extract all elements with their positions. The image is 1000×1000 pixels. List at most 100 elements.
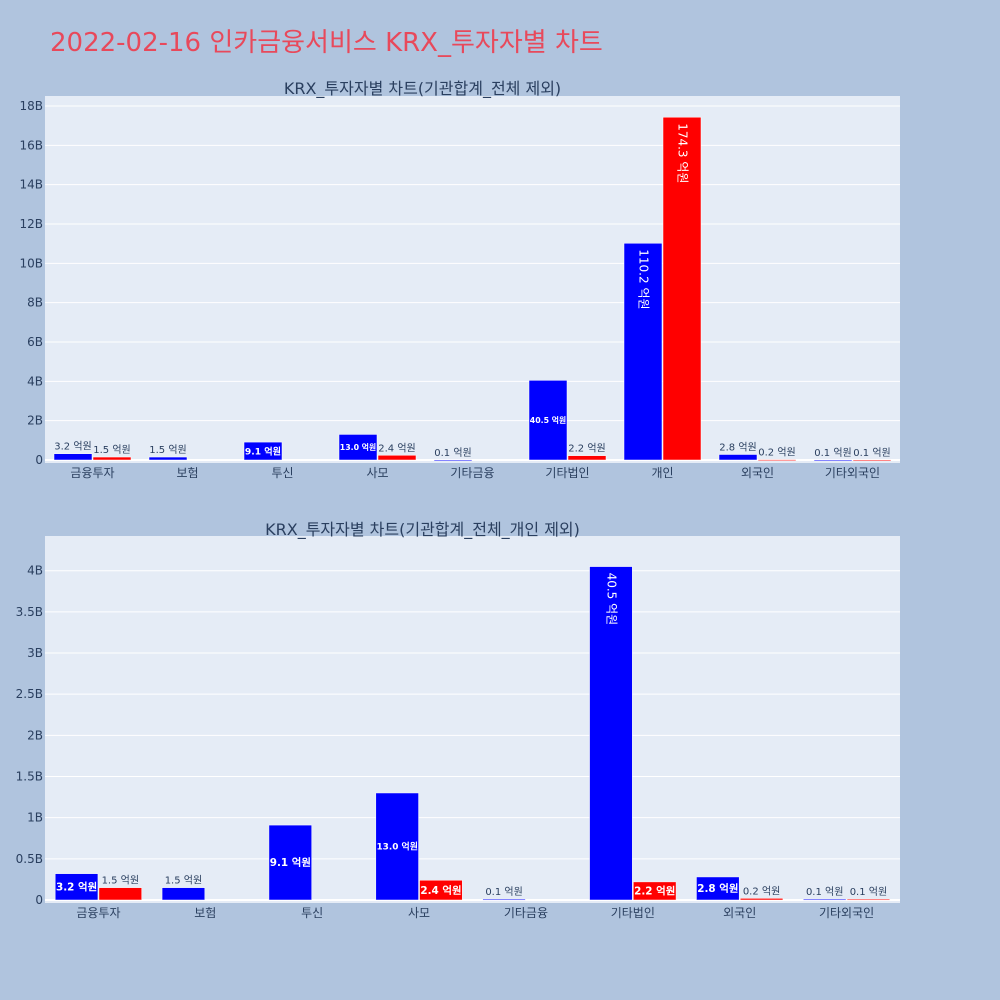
buy-bar bbox=[148, 456, 188, 461]
buy-bar bbox=[54, 873, 99, 901]
data-label: 0.1 억원 bbox=[806, 886, 843, 898]
buy-bar bbox=[482, 898, 526, 901]
chart-title: KRX_투자자별 차트(기관합계_전체_개인 제외) bbox=[265, 520, 580, 540]
data-label: 1.5 억원 bbox=[165, 875, 202, 887]
x-tick-label: 금융투자 bbox=[70, 466, 114, 480]
y-tick-label: 2B bbox=[27, 728, 43, 742]
y-tick-label: 16B bbox=[19, 138, 43, 152]
data-label: 2.2 억원 bbox=[634, 885, 675, 898]
data-label: 2.4 억원 bbox=[378, 442, 415, 454]
buy-bar bbox=[338, 434, 378, 461]
y-tick-label: 0.5B bbox=[16, 852, 43, 866]
data-label: 9.1 억원 bbox=[245, 445, 281, 457]
buy-bar bbox=[528, 380, 568, 461]
data-label: 3.2 억원 bbox=[56, 880, 97, 893]
x-tick-label: 기타외국인 bbox=[825, 466, 880, 480]
buy-bar bbox=[268, 824, 312, 901]
data-label: 110.2 억원 bbox=[637, 249, 651, 309]
data-label: 9.1 억원 bbox=[270, 856, 311, 869]
chart-1: KRX_투자자별 차트(기관합계_전체 제외) 0 2B 4B 6B 8B 10B 12B 14… bbox=[19, 79, 900, 480]
y-tick-label: 1B bbox=[27, 811, 43, 825]
x-tick-label: 기타법인 bbox=[545, 466, 589, 480]
data-label: 0.1 억원 bbox=[434, 447, 471, 459]
sell-bar bbox=[92, 456, 132, 461]
x-tick-label: 금융투자 bbox=[76, 906, 120, 920]
sell-bar bbox=[98, 887, 142, 901]
y-tick-label: 0 bbox=[35, 453, 43, 467]
sell-bar bbox=[852, 459, 892, 462]
x-tick-label: 기타법인 bbox=[611, 906, 655, 920]
sell-bar bbox=[739, 898, 784, 901]
data-label: 0.1 억원 bbox=[853, 447, 890, 459]
data-label: 0.2 억원 bbox=[743, 885, 780, 897]
x-tick-label: 외국인 bbox=[741, 466, 774, 480]
y-tick-label: 14B bbox=[19, 178, 43, 192]
x-tick-label: 개인 bbox=[651, 466, 673, 480]
buy-bar bbox=[696, 876, 740, 901]
plot-area bbox=[45, 96, 900, 463]
x-tick-label: 외국인 bbox=[723, 906, 756, 920]
data-label: 1.5 억원 bbox=[102, 875, 139, 887]
data-label: 0.1 억원 bbox=[814, 447, 851, 459]
data-label: 1.5 억원 bbox=[93, 444, 130, 456]
x-tick-label: 투신 bbox=[271, 466, 293, 480]
x-tick-label: 기타금융 bbox=[504, 906, 548, 920]
data-label: 0.1 억원 bbox=[485, 886, 522, 898]
data-label: 2.8 억원 bbox=[697, 882, 738, 895]
data-label: 1.5 억원 bbox=[149, 444, 186, 456]
data-label: 2.2 억원 bbox=[568, 443, 605, 455]
buy-bar bbox=[718, 454, 758, 461]
y-tick-label: 3B bbox=[27, 646, 43, 660]
sell-bar bbox=[377, 455, 417, 461]
buy-bar bbox=[161, 887, 206, 901]
x-tick-label: 기타외국인 bbox=[819, 906, 874, 920]
y-tick-label: 8B bbox=[27, 296, 43, 310]
sell-bar bbox=[567, 455, 607, 461]
data-label: 40.5 억원 bbox=[530, 415, 566, 425]
page-title: 2022-02-16 인카금융서비스 KRX_투자자별 차트 bbox=[50, 28, 603, 58]
y-tick-label: 4B bbox=[27, 374, 43, 388]
sell-bar bbox=[662, 116, 702, 461]
chart-title: KRX_투자자별 차트(기관합계_전체 제외) bbox=[284, 79, 561, 99]
x-tick-label: 투신 bbox=[301, 906, 323, 920]
data-label: 3.2 억원 bbox=[54, 441, 91, 453]
data-label: 2.4 억원 bbox=[420, 884, 461, 897]
data-label: 13.0 억원 bbox=[376, 841, 417, 853]
x-tick-label: 사모 bbox=[366, 466, 388, 480]
y-tick-label: 2.5B bbox=[16, 687, 43, 701]
buy-bar bbox=[623, 243, 663, 461]
sell-bar bbox=[419, 879, 463, 901]
data-label: 13.0 억원 bbox=[340, 442, 376, 452]
data-label: 2.8 억원 bbox=[719, 441, 756, 453]
buy-bar bbox=[433, 459, 473, 462]
buy-bar bbox=[53, 453, 93, 461]
y-tick-label: 10B bbox=[19, 256, 43, 270]
y-tick-label: 6B bbox=[27, 335, 43, 349]
data-label: 0.2 억원 bbox=[758, 447, 795, 459]
data-label: 174.3 억원 bbox=[676, 123, 690, 183]
y-tick-label: 1.5B bbox=[16, 770, 43, 784]
x-tick-label: 기타금융 bbox=[450, 466, 494, 480]
buy-bar bbox=[803, 898, 847, 901]
buy-bar bbox=[589, 566, 633, 901]
chart-2: KRX_투자자별 차트(기관합계_전체_개인 제외) 0 0.5B 1B 1.5B 2B 2… bbox=[16, 520, 900, 920]
y-tick-label: 0 bbox=[35, 893, 43, 907]
buy-bar bbox=[813, 459, 853, 462]
y-tick-label: 2B bbox=[27, 414, 43, 428]
plot-area bbox=[45, 536, 900, 903]
y-tick-label: 12B bbox=[19, 217, 43, 231]
sell-bar bbox=[757, 459, 797, 461]
data-label: 40.5 억원 bbox=[604, 573, 618, 626]
y-tick-label: 4B bbox=[27, 564, 43, 578]
buy-bar bbox=[243, 441, 283, 461]
y-tick-label: 3.5B bbox=[16, 605, 43, 619]
sell-bar bbox=[846, 898, 891, 901]
x-tick-label: 보험 bbox=[176, 466, 198, 480]
buy-bar bbox=[375, 792, 419, 901]
sell-bar bbox=[633, 881, 677, 901]
x-tick-label: 사모 bbox=[408, 906, 430, 920]
data-label: 0.1 억원 bbox=[850, 886, 887, 898]
x-tick-label: 보험 bbox=[194, 906, 216, 920]
y-tick-label: 18B bbox=[19, 99, 43, 113]
